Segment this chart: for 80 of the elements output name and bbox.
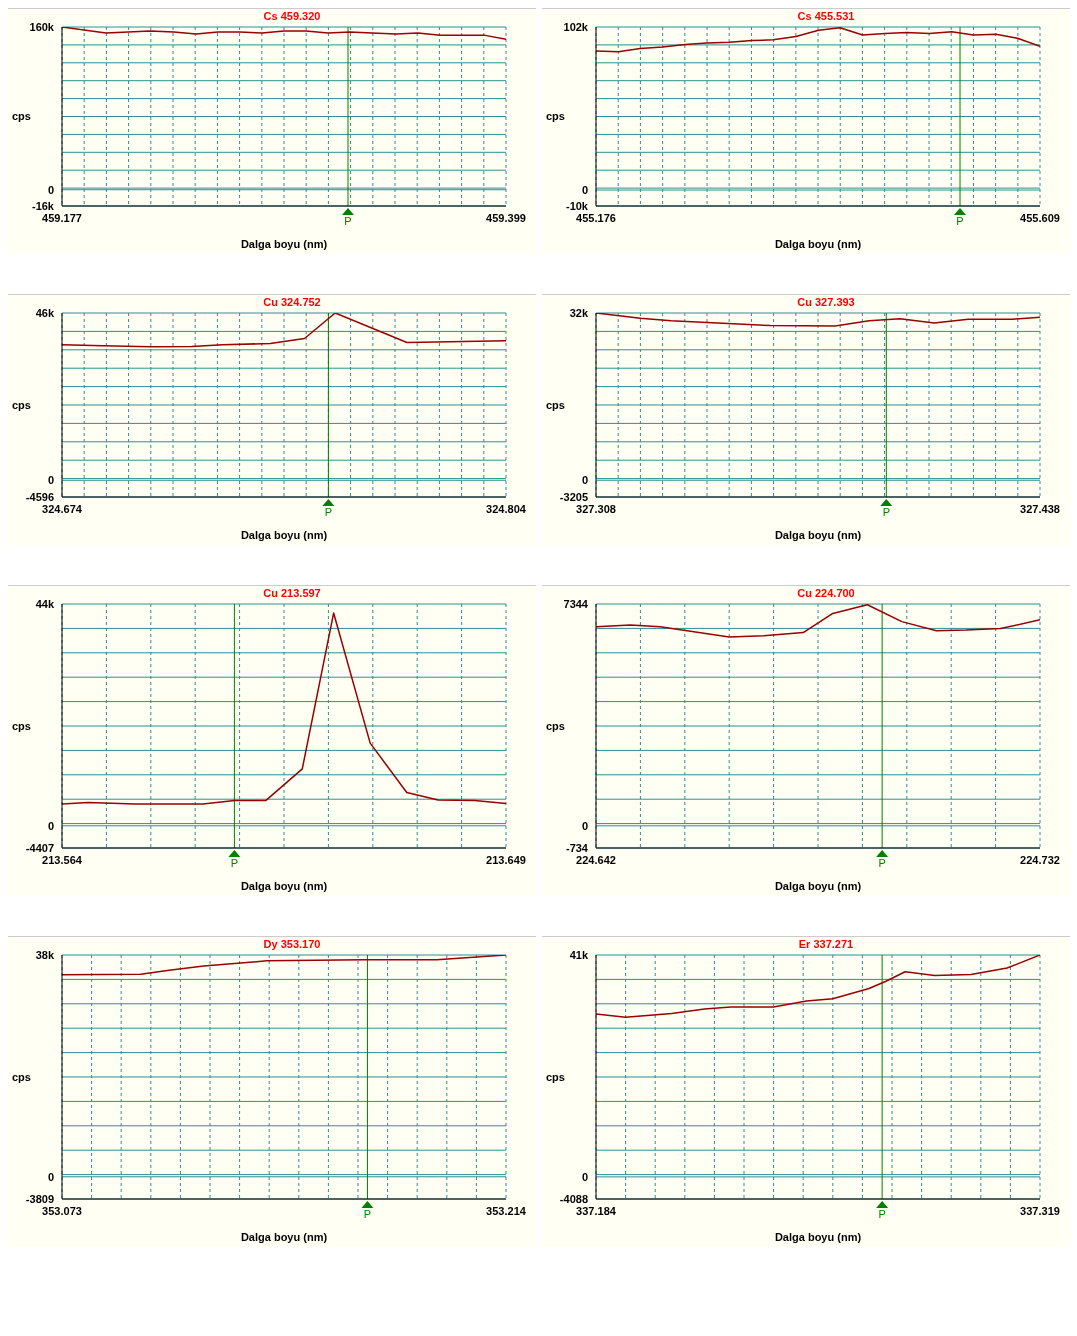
y-tick-label: 0 <box>581 819 588 832</box>
y-axis-title: cps <box>12 1070 31 1083</box>
ref-line-label: P <box>956 215 964 227</box>
y-tick-label: 7344 <box>563 597 589 610</box>
y-tick-label: 0 <box>47 474 54 487</box>
y-tick-label: 0 <box>47 1170 54 1183</box>
y-axis-title: cps <box>12 110 31 123</box>
x-axis-title: Dalga boyu (nm) <box>774 529 862 541</box>
y-tick-label: 41k <box>569 948 589 961</box>
chart-title: Er 337.271 <box>798 938 854 950</box>
x-axis-title: Dalga boyu (nm) <box>240 1231 328 1243</box>
ref-line-label: P <box>878 1208 886 1220</box>
x-tick-label: 459.177 <box>42 211 82 224</box>
line-series <box>596 313 1040 327</box>
y-tick-label: -734 <box>565 841 589 854</box>
line-series <box>62 612 506 805</box>
x-tick-label: 213.564 <box>42 853 83 866</box>
x-tick-label: 337.184 <box>576 1204 617 1217</box>
x-axis-title: Dalga boyu (nm) <box>774 1231 862 1243</box>
y-tick-label: 0 <box>581 474 588 487</box>
chart-title: Cu 224.700 <box>797 587 855 599</box>
x-tick-label: 459.399 <box>486 211 526 224</box>
chart-title: Cu 213.597 <box>263 587 321 599</box>
ref-line-label: P <box>882 506 890 518</box>
y-tick-label: -3205 <box>559 490 588 503</box>
y-tick-label: 32k <box>569 306 589 319</box>
line-series <box>62 27 506 40</box>
line-series <box>596 955 1040 1018</box>
y-tick-label: -10k <box>565 199 589 212</box>
x-tick-label: 324.804 <box>486 502 527 515</box>
ref-line-label: P <box>230 857 239 869</box>
y-tick-label: -16k <box>31 199 55 212</box>
x-tick-label: 455.609 <box>1020 211 1060 224</box>
x-axis-title: Dalga boyu (nm) <box>774 880 862 892</box>
y-axis-title: cps <box>546 719 565 732</box>
y-tick-label: -4596 <box>25 490 54 503</box>
y-tick-label: 44k <box>35 597 55 610</box>
y-tick-label: 0 <box>47 183 54 196</box>
chart-title: Cu 327.393 <box>797 296 855 308</box>
x-tick-label: 224.642 <box>576 853 616 866</box>
x-axis-title: Dalga boyu (nm) <box>240 880 328 892</box>
y-axis-title: cps <box>546 110 565 123</box>
x-tick-label: 327.308 <box>576 502 616 515</box>
x-tick-label: 213.649 <box>486 853 526 866</box>
chart-title: Cs 455.531 <box>797 10 855 22</box>
y-tick-label: 0 <box>47 819 54 832</box>
x-tick-label: 337.319 <box>1020 1204 1060 1217</box>
x-tick-label: 455.176 <box>576 211 616 224</box>
y-tick-label: 0 <box>581 1170 588 1183</box>
y-axis-title: cps <box>12 398 31 411</box>
y-axis-title: cps <box>546 398 565 411</box>
x-tick-label: 324.674 <box>42 502 83 515</box>
y-axis-title: cps <box>546 1070 565 1083</box>
line-series <box>62 313 506 348</box>
line-series <box>596 604 1040 638</box>
x-axis-title: Dalga boyu (nm) <box>240 238 328 250</box>
x-tick-label: 353.073 <box>42 1204 82 1217</box>
ref-line-label: P <box>363 1208 372 1220</box>
line-series <box>596 27 1040 53</box>
x-tick-label: 353.214 <box>486 1204 527 1217</box>
ref-line-label: P <box>324 506 333 518</box>
ref-line-label: P <box>344 215 352 227</box>
chart-title: Cs 459.320 <box>263 10 321 22</box>
y-tick-label: 38k <box>35 948 55 961</box>
y-tick-label: -4407 <box>25 841 54 854</box>
y-tick-label: 102k <box>563 20 589 33</box>
x-tick-label: 224.732 <box>1020 853 1060 866</box>
line-series <box>62 955 506 976</box>
y-tick-label: 46k <box>35 306 55 319</box>
y-tick-label: 0 <box>581 183 588 196</box>
ref-line-label: P <box>878 857 886 869</box>
y-tick-label: 160k <box>29 20 55 33</box>
y-tick-label: -3809 <box>25 1192 54 1205</box>
x-tick-label: 327.438 <box>1020 502 1060 515</box>
x-axis-title: Dalga boyu (nm) <box>774 238 862 250</box>
y-axis-title: cps <box>12 719 31 732</box>
chart-title: Dy 353.170 <box>263 938 321 950</box>
y-tick-label: -4088 <box>559 1192 588 1205</box>
chart-title: Cu 324.752 <box>263 296 321 308</box>
x-axis-title: Dalga boyu (nm) <box>240 529 328 541</box>
